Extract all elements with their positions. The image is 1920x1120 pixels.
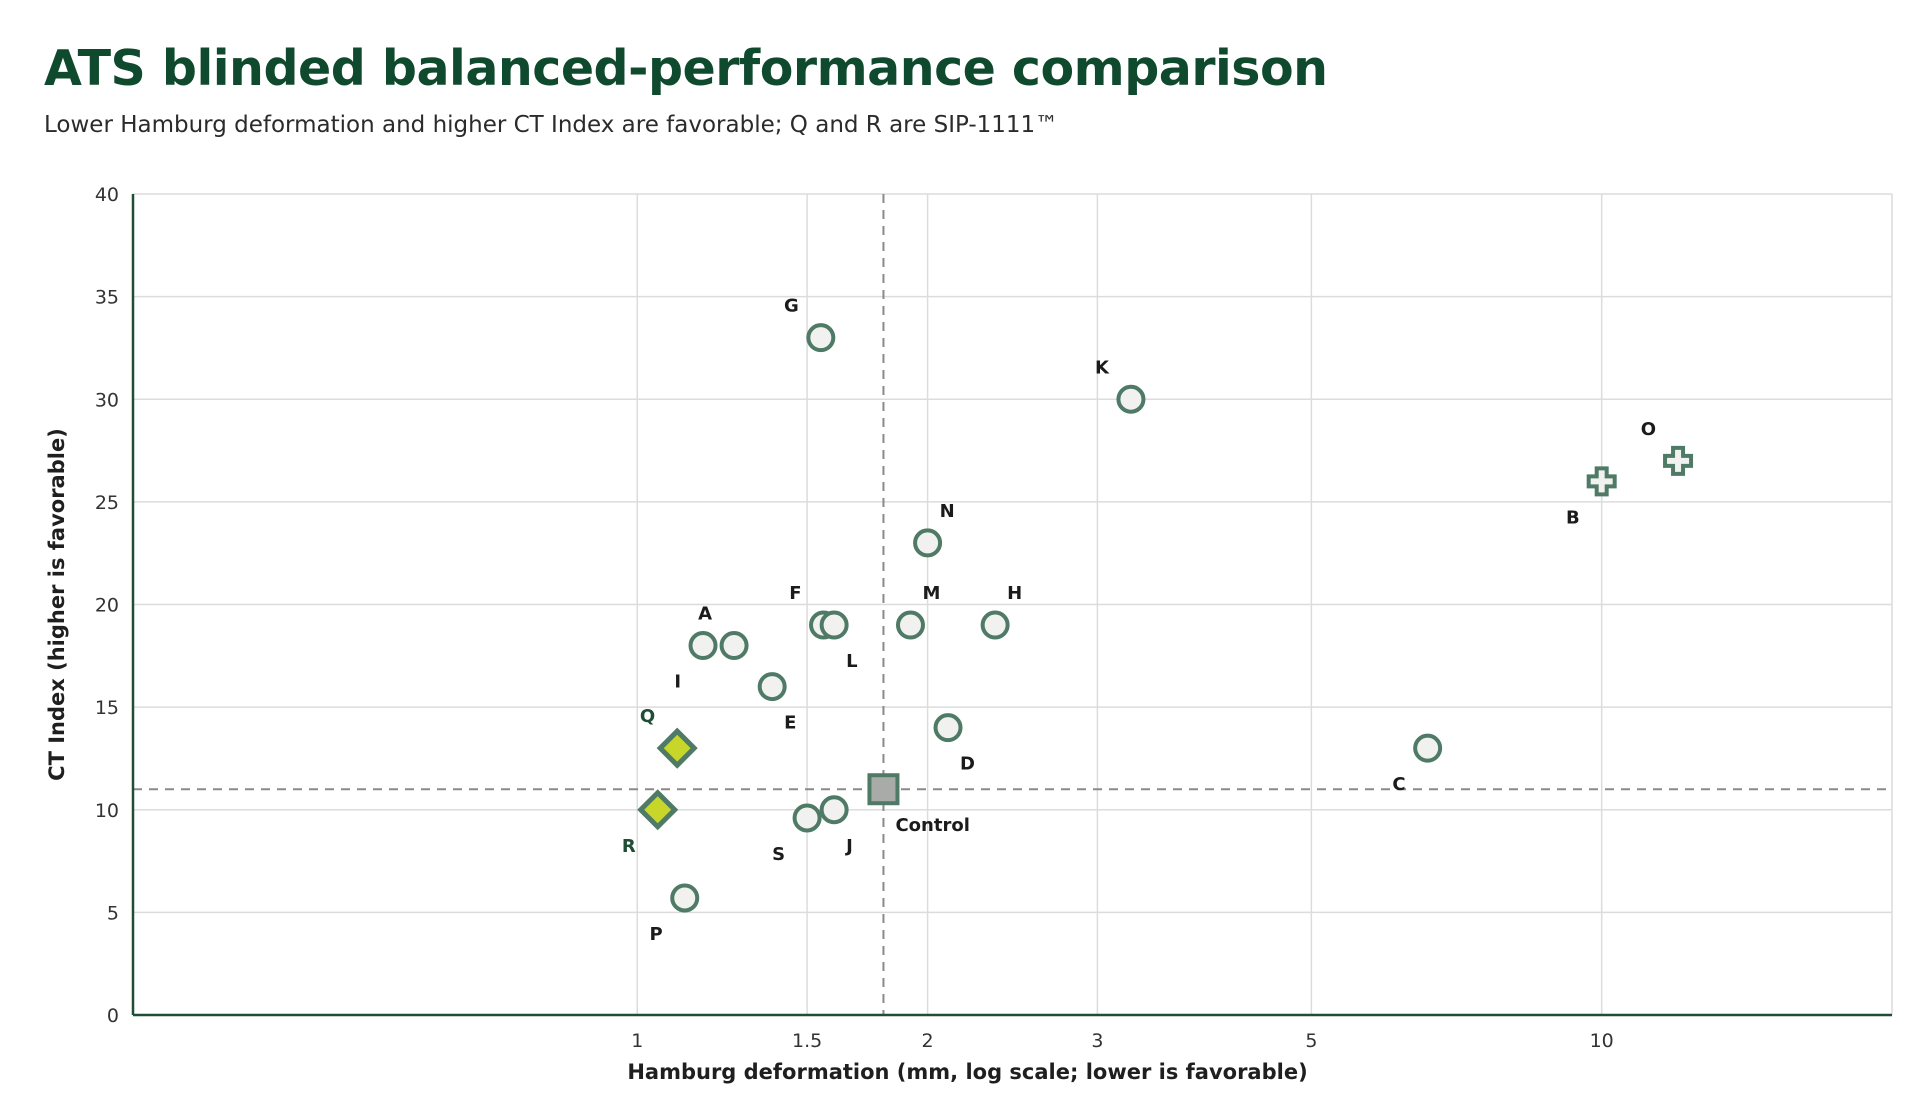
point-o-label: O — [1641, 419, 1656, 440]
y-tick-label: 15 — [95, 697, 119, 719]
x-tick-label: 5 — [1305, 1030, 1317, 1052]
point-h-label: H — [1007, 583, 1022, 604]
x-tick-label: 3 — [1091, 1030, 1103, 1052]
point-labels: G K O B N F L M H A I E D C Q R Control S J P — [622, 296, 1656, 945]
point-f-label: F — [789, 583, 801, 604]
chart-title: ATS blinded balanced-performance compari… — [44, 40, 1328, 97]
reference-lines — [133, 194, 1892, 1015]
point-g-label: G — [784, 296, 799, 317]
y-tick-label: 5 — [107, 902, 119, 924]
point-p-label: P — [650, 924, 663, 945]
point-control-marker — [867, 773, 900, 806]
x-tick-label: 10 — [1590, 1030, 1614, 1052]
x-tick-label: 2 — [922, 1030, 934, 1052]
grid-lines — [133, 193, 1893, 1015]
point-a-marker — [719, 631, 749, 661]
point-g-marker — [806, 323, 836, 353]
point-c-marker — [1413, 733, 1443, 763]
point-i-marker — [688, 631, 718, 661]
x-tick-label: 1 — [631, 1030, 643, 1052]
y-tick-label: 0 — [107, 1005, 119, 1027]
point-r-marker — [637, 789, 679, 831]
point-m-label: M — [922, 583, 940, 604]
point-j-label: J — [844, 836, 853, 857]
point-control-label: Control — [895, 815, 969, 836]
y-tick-label: 25 — [95, 492, 119, 514]
axes — [131, 194, 1892, 1017]
point-e-marker — [757, 672, 787, 702]
point-l-label: L — [846, 651, 857, 672]
data-points — [637, 323, 1694, 913]
y-tick-label: 35 — [95, 287, 119, 309]
point-k-label: K — [1095, 357, 1110, 378]
x-axis-title: Hamburg deformation (mm, log scale; lowe… — [627, 1060, 1307, 1084]
point-s-label: S — [772, 844, 785, 865]
point-o-marker — [1663, 445, 1694, 476]
point-e-label: E — [784, 713, 796, 734]
point-j-marker — [819, 795, 849, 825]
point-l-marker — [819, 610, 849, 640]
point-k-marker — [1116, 384, 1146, 414]
point-c-label: C — [1392, 774, 1405, 795]
point-n-marker — [913, 528, 943, 558]
point-d-marker — [933, 713, 963, 743]
y-tick-label: 20 — [95, 595, 119, 617]
y-tick-label: 10 — [95, 800, 119, 822]
y-axis-title: CT Index (higher is favorable) — [45, 428, 69, 781]
point-q-marker — [656, 727, 698, 769]
point-b-marker — [1586, 466, 1617, 497]
point-n-label: N — [940, 501, 955, 522]
chart-subtitle: Lower Hamburg deformation and higher CT … — [44, 112, 1059, 138]
point-m-marker — [895, 610, 925, 640]
y-tick-label: 30 — [95, 389, 119, 411]
point-p-marker — [670, 883, 700, 913]
point-h-marker — [980, 610, 1010, 640]
point-i-label: I — [674, 672, 681, 693]
point-b-label: B — [1566, 507, 1580, 528]
x-tick-label: 1.5 — [792, 1030, 822, 1052]
point-q-label: Q — [640, 706, 655, 727]
point-d-label: D — [960, 754, 975, 775]
point-r-label: R — [622, 836, 636, 857]
y-tick-label: 40 — [95, 184, 119, 206]
point-a-label: A — [698, 604, 712, 625]
point-s-marker — [792, 803, 822, 833]
